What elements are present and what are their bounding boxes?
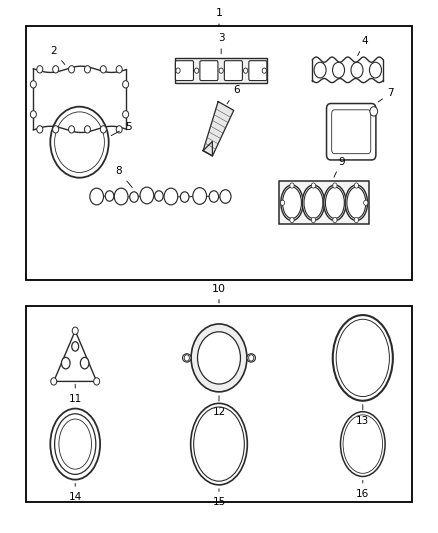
Text: 15: 15 xyxy=(212,489,226,507)
FancyBboxPatch shape xyxy=(224,61,242,80)
Circle shape xyxy=(85,66,90,73)
Text: 4: 4 xyxy=(357,36,368,55)
Circle shape xyxy=(219,68,223,73)
Circle shape xyxy=(184,355,189,361)
Circle shape xyxy=(180,192,189,202)
Bar xyxy=(26,26,412,280)
Ellipse shape xyxy=(283,187,301,219)
Text: 14: 14 xyxy=(69,483,82,502)
Ellipse shape xyxy=(61,358,70,369)
Circle shape xyxy=(164,188,178,205)
Text: 11: 11 xyxy=(69,384,82,403)
Circle shape xyxy=(290,183,294,188)
Text: 1: 1 xyxy=(215,9,223,26)
Ellipse shape xyxy=(345,185,367,221)
Circle shape xyxy=(209,191,219,202)
Circle shape xyxy=(311,217,315,223)
Text: 5: 5 xyxy=(111,122,131,135)
Text: 16: 16 xyxy=(356,480,369,499)
Circle shape xyxy=(90,188,103,205)
Circle shape xyxy=(194,68,199,73)
Circle shape xyxy=(114,188,128,205)
Ellipse shape xyxy=(247,354,255,362)
Circle shape xyxy=(198,332,240,384)
Circle shape xyxy=(37,126,43,133)
Text: 12: 12 xyxy=(212,395,226,417)
Bar xyxy=(26,306,412,502)
Circle shape xyxy=(94,378,100,385)
Circle shape xyxy=(116,126,122,133)
Ellipse shape xyxy=(332,62,345,78)
Circle shape xyxy=(123,111,129,118)
Circle shape xyxy=(69,66,74,73)
Ellipse shape xyxy=(347,187,366,219)
Ellipse shape xyxy=(351,62,363,78)
Circle shape xyxy=(333,217,337,223)
Circle shape xyxy=(30,80,36,88)
Circle shape xyxy=(262,68,266,73)
Ellipse shape xyxy=(324,185,346,221)
Ellipse shape xyxy=(369,62,381,78)
FancyBboxPatch shape xyxy=(200,61,218,80)
Circle shape xyxy=(51,378,57,385)
Circle shape xyxy=(30,111,36,118)
Ellipse shape xyxy=(314,62,326,78)
Ellipse shape xyxy=(325,187,344,219)
Text: 10: 10 xyxy=(212,284,226,303)
Ellipse shape xyxy=(304,187,323,219)
Circle shape xyxy=(140,187,154,204)
Circle shape xyxy=(85,126,90,133)
Circle shape xyxy=(354,217,358,223)
Text: 3: 3 xyxy=(218,33,224,54)
Bar xyxy=(175,58,267,83)
Circle shape xyxy=(155,191,163,201)
Circle shape xyxy=(244,68,248,73)
Circle shape xyxy=(220,190,231,203)
Circle shape xyxy=(370,107,378,116)
Ellipse shape xyxy=(72,342,79,351)
Circle shape xyxy=(280,200,285,205)
Circle shape xyxy=(69,126,74,133)
Ellipse shape xyxy=(302,185,325,221)
Circle shape xyxy=(333,183,337,188)
Polygon shape xyxy=(203,102,234,156)
Ellipse shape xyxy=(80,358,89,369)
Circle shape xyxy=(37,66,43,73)
Circle shape xyxy=(191,324,247,392)
Circle shape xyxy=(130,192,138,202)
Circle shape xyxy=(193,188,207,204)
Circle shape xyxy=(123,80,129,88)
Circle shape xyxy=(311,183,315,188)
Circle shape xyxy=(105,191,114,201)
Ellipse shape xyxy=(183,354,191,362)
Polygon shape xyxy=(203,141,212,156)
Circle shape xyxy=(53,66,59,73)
Circle shape xyxy=(116,66,122,73)
Circle shape xyxy=(364,200,368,205)
Circle shape xyxy=(72,327,78,334)
Circle shape xyxy=(354,183,358,188)
Circle shape xyxy=(100,66,106,73)
Text: 8: 8 xyxy=(116,166,132,188)
Text: 6: 6 xyxy=(227,85,240,104)
FancyBboxPatch shape xyxy=(249,61,267,80)
Ellipse shape xyxy=(281,185,303,221)
Circle shape xyxy=(290,217,294,223)
Circle shape xyxy=(100,126,106,133)
Text: 13: 13 xyxy=(356,405,369,425)
FancyBboxPatch shape xyxy=(176,61,194,80)
Circle shape xyxy=(249,355,254,361)
Circle shape xyxy=(176,68,180,73)
Text: 2: 2 xyxy=(50,46,65,64)
Bar xyxy=(279,181,369,224)
Text: 7: 7 xyxy=(378,88,394,102)
Circle shape xyxy=(53,126,59,133)
Text: 9: 9 xyxy=(334,157,345,177)
